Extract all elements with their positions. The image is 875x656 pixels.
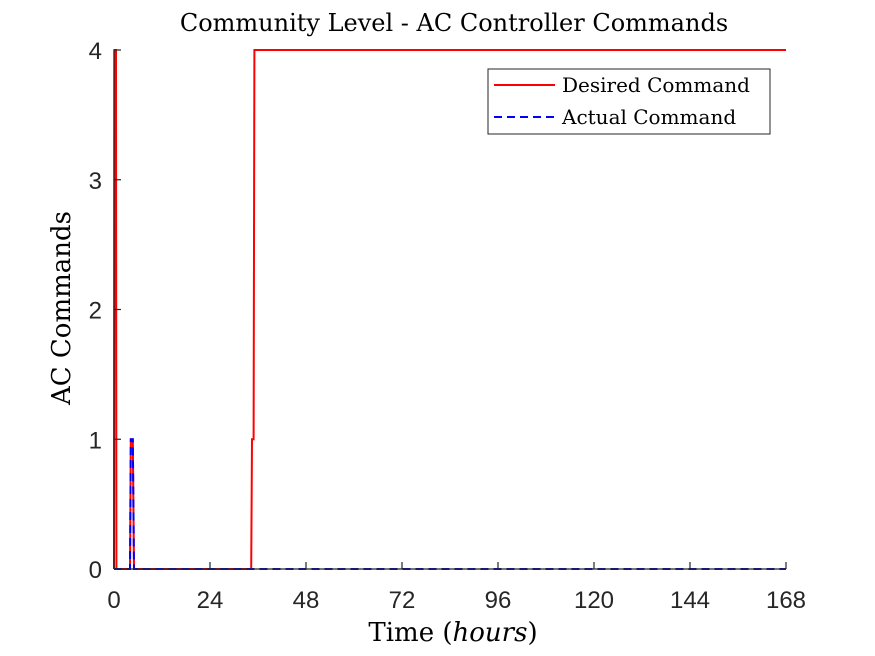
x-axis-label: Time (hours) bbox=[368, 618, 537, 648]
x-tick-label: 168 bbox=[766, 587, 806, 614]
y-tick-label: 2 bbox=[89, 298, 102, 325]
y-tick-label: 1 bbox=[89, 427, 102, 454]
x-tick-label: 96 bbox=[485, 587, 512, 614]
x-ticks: 0 24 48 72 96 120 144 168 bbox=[107, 562, 806, 614]
series-line-actual-command bbox=[114, 438, 786, 570]
x-tick-label: 72 bbox=[389, 587, 416, 614]
legend-label-actual: Actual Command bbox=[561, 105, 736, 129]
y-tick-label: 3 bbox=[89, 168, 102, 195]
chart-title: Community Level - AC Controller Commands bbox=[180, 9, 728, 37]
legend: Desired Command Actual Command bbox=[487, 68, 771, 135]
y-axis-label: AC Commands bbox=[47, 211, 77, 406]
x-tick-label: 120 bbox=[574, 587, 614, 614]
x-tick-label: 0 bbox=[107, 587, 120, 614]
x-axis-label-unit: hours bbox=[453, 618, 528, 648]
legend-label-desired: Desired Command bbox=[562, 73, 750, 97]
x-tick-label: 48 bbox=[293, 587, 320, 614]
y-tick-label: 0 bbox=[89, 557, 102, 584]
y-tick-label: 4 bbox=[89, 38, 102, 65]
legend-box bbox=[487, 68, 771, 135]
x-tick-label: 144 bbox=[670, 587, 710, 614]
x-axis-label-text: Time bbox=[368, 618, 434, 648]
x-tick-label: 24 bbox=[197, 587, 224, 614]
y-ticks: 0 1 2 3 4 bbox=[89, 38, 121, 584]
